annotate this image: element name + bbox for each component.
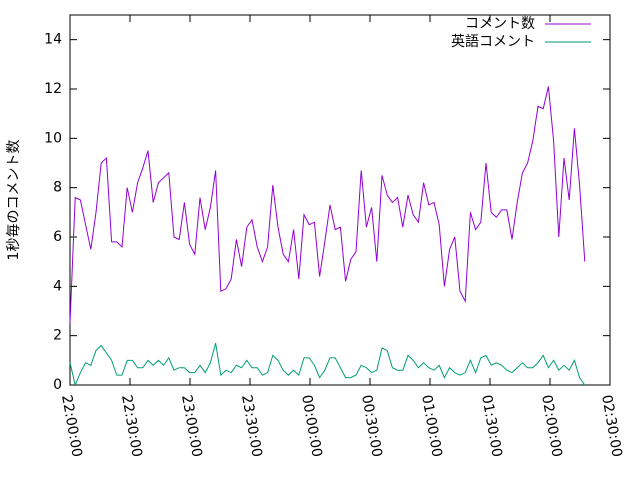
y-tick-label: 0 [53, 377, 62, 393]
x-tick-label: 01:30:00 [478, 394, 505, 459]
y-axis-label: 1秒毎のコメント数 [6, 140, 22, 261]
legend-label: コメント数 [465, 16, 535, 32]
x-tick-label: 00:30:00 [358, 394, 385, 459]
x-tick-label: 23:30:00 [238, 394, 265, 459]
y-tick-label: 4 [53, 278, 62, 294]
plot-border [69, 14, 611, 386]
y-tick-label: 12 [44, 81, 62, 97]
legend-label: 英語コメント [451, 33, 535, 50]
y-tick-label: 14 [44, 32, 62, 48]
x-tick-label: 00:00:00 [298, 394, 325, 459]
x-tick-label: 22:00:00 [58, 394, 85, 459]
x-tick-label: 01:00:00 [418, 394, 445, 459]
series-line [69, 342, 586, 387]
x-tick-label: 23:00:00 [178, 394, 205, 459]
y-tick-label: 6 [53, 229, 62, 245]
x-tick-label: 02:00:00 [538, 394, 565, 459]
y-tick-label: 10 [44, 130, 62, 146]
y-tick-label: 8 [53, 180, 62, 196]
y-tick-label: 2 [53, 328, 62, 344]
x-tick-label: 22:30:00 [118, 394, 145, 459]
x-tick-label: 02:30:00 [598, 394, 625, 459]
series-line [69, 86, 586, 324]
